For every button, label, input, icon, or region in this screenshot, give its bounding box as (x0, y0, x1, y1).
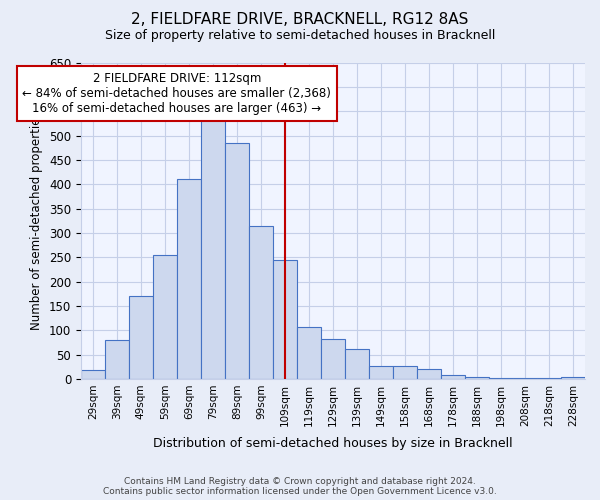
X-axis label: Distribution of semi-detached houses by size in Bracknell: Distribution of semi-detached houses by … (153, 437, 513, 450)
Bar (225, 143, 249, 379)
Bar (393, 366, 417, 379)
Text: 2, FIELDFARE DRIVE, BRACKNELL, RG12 8AS: 2, FIELDFARE DRIVE, BRACKNELL, RG12 8AS (131, 12, 469, 28)
Bar (129, 296, 153, 379)
Bar (321, 338, 345, 379)
Bar (441, 375, 465, 379)
Bar (345, 348, 369, 379)
Bar (369, 366, 393, 379)
Bar (561, 377, 585, 379)
Text: 2 FIELDFARE DRIVE: 112sqm
← 84% of semi-detached houses are smaller (2,368)
16% : 2 FIELDFARE DRIVE: 112sqm ← 84% of semi-… (22, 72, 331, 115)
Bar (105, 340, 129, 379)
Bar (201, 118, 225, 379)
Bar (489, 378, 513, 379)
Bar (177, 180, 201, 379)
Text: Contains HM Land Registry data © Crown copyright and database right 2024.
Contai: Contains HM Land Registry data © Crown c… (103, 476, 497, 496)
Bar (249, 226, 273, 379)
Bar (417, 369, 441, 379)
Y-axis label: Number of semi-detached properties: Number of semi-detached properties (31, 112, 43, 330)
Bar (273, 260, 297, 379)
Bar (465, 377, 489, 379)
Text: Size of property relative to semi-detached houses in Bracknell: Size of property relative to semi-detach… (105, 28, 495, 42)
Bar (297, 327, 321, 379)
Bar (81, 370, 105, 379)
Bar (153, 255, 177, 379)
